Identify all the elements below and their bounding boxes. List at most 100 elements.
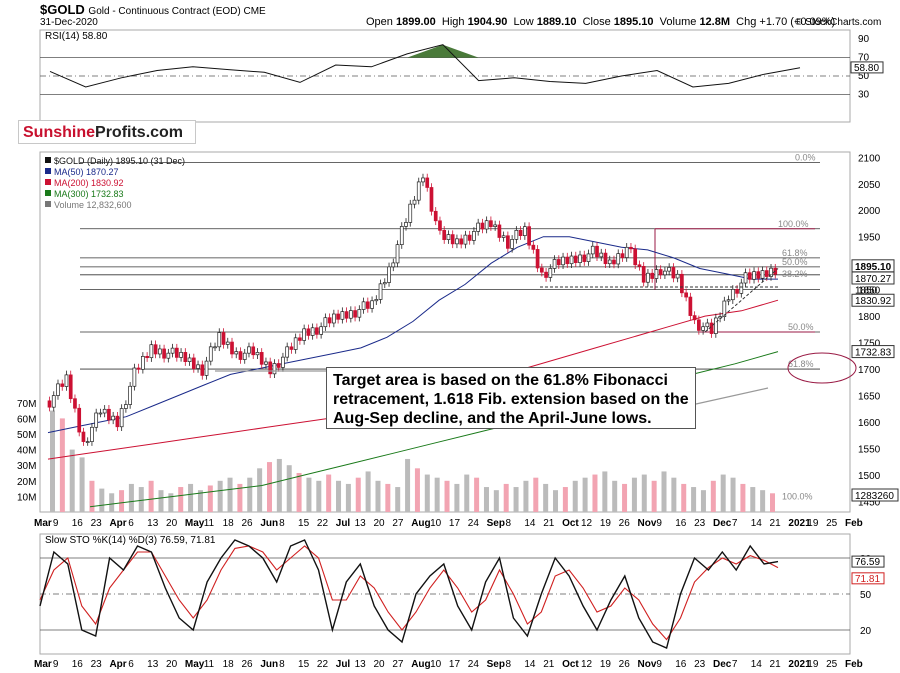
x-tick-label: Oct [562, 659, 579, 670]
volume-bar [375, 480, 381, 512]
rsi-title: RSI(14) 58.80 [45, 31, 108, 42]
legend-swatch [45, 157, 51, 163]
volume-bar [612, 480, 618, 512]
x-tick-label: 11 [204, 659, 215, 670]
candle-body [259, 352, 264, 365]
volume-bar [641, 474, 647, 512]
x-tick-label: 6 [128, 518, 134, 529]
volume-tick-label: 40M [17, 446, 36, 457]
candle-body [289, 346, 294, 350]
volume-bar [720, 474, 726, 512]
volume-right-label: 1283260 [855, 491, 894, 502]
change-value: +1.70 (+0.09%) [759, 16, 836, 28]
volume-bar [700, 490, 706, 512]
volume-bar [513, 487, 519, 512]
candle-body [654, 269, 659, 279]
volume-bar [188, 483, 194, 512]
x-tick-label: Sep [487, 518, 505, 529]
legend-entry: MA(200) 1830.92 [54, 178, 124, 188]
price-tick-label: 1700 [858, 365, 881, 376]
candle-body [633, 248, 638, 266]
candle-body [242, 352, 247, 360]
candle-body [760, 270, 765, 279]
x-tick-label: 23 [694, 518, 706, 529]
candle-body [637, 264, 642, 267]
candle-body [51, 395, 56, 408]
stochastic-tick-label: 50 [860, 590, 872, 601]
x-tick-label: 21 [543, 659, 555, 670]
candle-body [713, 317, 718, 334]
volume-bar [197, 490, 203, 512]
candle-body [535, 249, 540, 269]
volume-bar [266, 462, 272, 512]
x-tick-label: 13 [147, 659, 159, 670]
x-tick-label: 19 [600, 518, 612, 529]
x-tick-label: Mar [34, 659, 52, 670]
x-tick-label: 9 [656, 518, 662, 529]
candle-body [332, 313, 336, 324]
volume-bar [99, 488, 105, 512]
candle-body [251, 346, 256, 356]
candle-body [484, 220, 489, 230]
x-tick-label: 15 [298, 659, 310, 670]
x-tick-label: 11 [204, 518, 215, 529]
candle-body [603, 252, 608, 265]
candle-body [208, 346, 213, 362]
x-tick-label: 26 [619, 518, 631, 529]
candle-body [124, 404, 128, 409]
candle-body [620, 253, 625, 258]
x-tick-label: Dec [713, 659, 732, 670]
x-tick-label: 13 [147, 518, 159, 529]
candle-body [663, 270, 667, 276]
candle-body [769, 267, 773, 277]
candle-body [544, 271, 548, 278]
candle-body [370, 300, 374, 309]
x-tick-label: 2021 [788, 659, 811, 670]
volume-bar [770, 493, 775, 512]
stochastic-d-box [851, 572, 885, 585]
x-tick-label: 19 [600, 659, 612, 670]
volume-bar [740, 483, 746, 512]
candle-body [726, 299, 731, 302]
price-tick-label: 1800 [858, 312, 881, 323]
target-area-annotation: Target area is based on the 61.8% Fibona… [326, 367, 696, 429]
candle-body [612, 259, 616, 265]
volume-bar [671, 477, 677, 512]
candle-body [412, 199, 417, 205]
volume-bar [454, 483, 460, 512]
candle-body [756, 271, 761, 279]
trendline-dashed [704, 268, 779, 333]
price-tick-label: 1850 [858, 286, 881, 297]
candle-body [183, 352, 188, 362]
candle-body [552, 259, 557, 269]
volume-label-box [851, 488, 899, 502]
volume-bar [355, 477, 361, 512]
price-label-box [851, 271, 895, 285]
candle-body [302, 328, 307, 341]
candle-body [522, 226, 527, 236]
x-tick-label: 8 [506, 659, 512, 670]
candle-body [264, 361, 268, 365]
x-tick-label: 19 [807, 659, 819, 670]
low-value: 1889.10 [536, 16, 577, 28]
x-tick-label: Jun [260, 518, 278, 529]
candle-body [196, 364, 200, 369]
candle-body [539, 267, 544, 273]
rsi-tick-label: 50 [858, 71, 870, 82]
candle-body [599, 252, 604, 258]
x-tick-label: 15 [298, 518, 310, 529]
x-tick-label: Jun [260, 659, 278, 670]
candle-body [646, 272, 650, 283]
candle-body [561, 256, 565, 266]
x-tick-label: 23 [91, 659, 103, 670]
candle-body [391, 262, 396, 268]
candle-body [429, 187, 434, 212]
x-tick-label: May [185, 659, 205, 670]
x-tick-label: 23 [694, 659, 706, 670]
candle-body [47, 400, 52, 408]
legend-entry: MA(300) 1732.83 [54, 189, 124, 199]
x-tick-label: 25 [826, 518, 838, 529]
candle-body [141, 356, 145, 370]
candle-body [128, 385, 132, 405]
x-tick-label: 18 [223, 659, 235, 670]
